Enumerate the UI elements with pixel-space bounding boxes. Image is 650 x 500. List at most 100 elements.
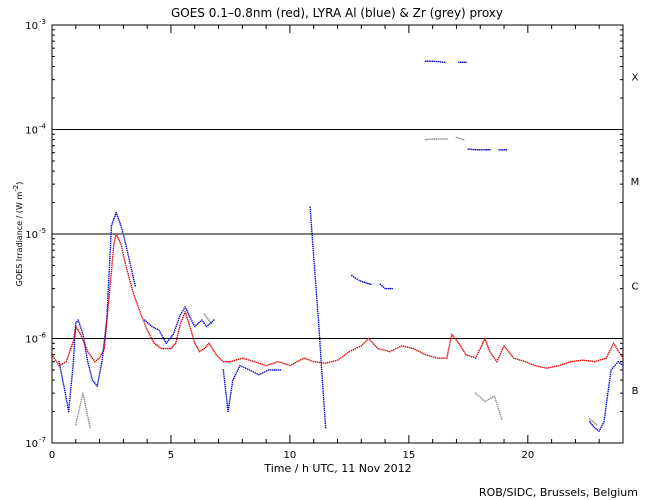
data-point (188, 322, 190, 324)
data-point (78, 323, 81, 325)
y-tick-exponent: -7 (39, 436, 46, 444)
data-point (84, 404, 87, 406)
data-point (354, 348, 356, 350)
data-point (107, 286, 110, 288)
data-point (234, 374, 237, 376)
data-point (73, 336, 75, 338)
data-point (108, 266, 111, 269)
data-point (389, 350, 391, 353)
data-point (109, 249, 111, 251)
data-point (497, 405, 499, 408)
data-point (82, 394, 84, 396)
data-point (480, 346, 482, 348)
data-point (151, 325, 153, 328)
data-point (500, 416, 502, 418)
data-point (199, 320, 202, 323)
data-point (320, 358, 322, 360)
data-point (471, 148, 473, 151)
data-point (88, 420, 90, 423)
data-point (608, 382, 610, 384)
data-point (596, 423, 598, 426)
data-point (322, 388, 324, 390)
data-point (113, 241, 115, 243)
data-point (109, 279, 112, 281)
flare-class-lines (52, 129, 623, 339)
data-point (127, 252, 129, 254)
data-point (159, 331, 161, 333)
data-point (432, 60, 434, 62)
data-point (100, 365, 102, 367)
data-point (156, 328, 158, 330)
data-point (84, 402, 86, 404)
data-point (476, 393, 478, 396)
data-point (534, 364, 536, 367)
data-point (120, 225, 122, 227)
data-point (209, 344, 211, 346)
data-point (60, 369, 62, 371)
data-point (321, 371, 323, 373)
data-point (503, 149, 506, 151)
data-point (489, 350, 491, 353)
data-point (108, 268, 110, 271)
data-point (128, 278, 131, 281)
data-point (183, 308, 185, 310)
data-point (64, 389, 66, 392)
data-point (303, 357, 305, 359)
data-point (104, 329, 107, 332)
y-tick-label: 10 (25, 126, 38, 137)
data-point (97, 381, 99, 383)
data-point (450, 335, 452, 337)
flare-class-labels: B C M X (631, 73, 640, 397)
data-point (316, 306, 319, 308)
data-point (172, 345, 174, 347)
data-point (528, 362, 530, 364)
data-point (236, 370, 238, 372)
data-point (90, 375, 93, 377)
data-point (227, 408, 230, 411)
data-point (226, 402, 228, 404)
data-point (219, 358, 222, 360)
data-point (169, 338, 171, 340)
flare-class-label: C (632, 282, 639, 293)
data-point (115, 233, 117, 235)
data-point (442, 357, 444, 359)
data-point (61, 377, 63, 379)
data-point (455, 339, 458, 341)
data-point (60, 371, 62, 373)
data-point (229, 394, 232, 396)
data-point (310, 221, 312, 224)
data-point (222, 371, 225, 373)
data-point (74, 328, 77, 331)
data-point (494, 397, 496, 399)
data-point (214, 352, 216, 354)
data-point (99, 355, 102, 357)
data-point (230, 389, 232, 392)
data-point (212, 349, 214, 351)
data-point (73, 352, 75, 354)
data-point (317, 317, 319, 319)
data-point (428, 60, 430, 62)
data-point (91, 357, 94, 359)
data-point (68, 404, 70, 406)
data-point (550, 366, 552, 368)
data-point (210, 345, 212, 348)
data-point (80, 335, 82, 337)
data-point (117, 236, 119, 239)
data-point (375, 346, 378, 348)
data-point (352, 349, 355, 351)
data-point (113, 217, 115, 219)
data-point (150, 337, 152, 339)
data-point (62, 363, 64, 365)
data-point (109, 260, 111, 262)
y-tick-exponent: -3 (39, 18, 46, 26)
data-point (208, 323, 211, 325)
data-point (110, 227, 113, 229)
data-point (455, 136, 458, 139)
data-point (249, 359, 251, 362)
data-point (433, 60, 436, 63)
data-point (182, 314, 185, 317)
data-point (108, 292, 111, 294)
data-point (108, 294, 110, 296)
data-point (188, 324, 191, 326)
data-point (196, 345, 198, 348)
